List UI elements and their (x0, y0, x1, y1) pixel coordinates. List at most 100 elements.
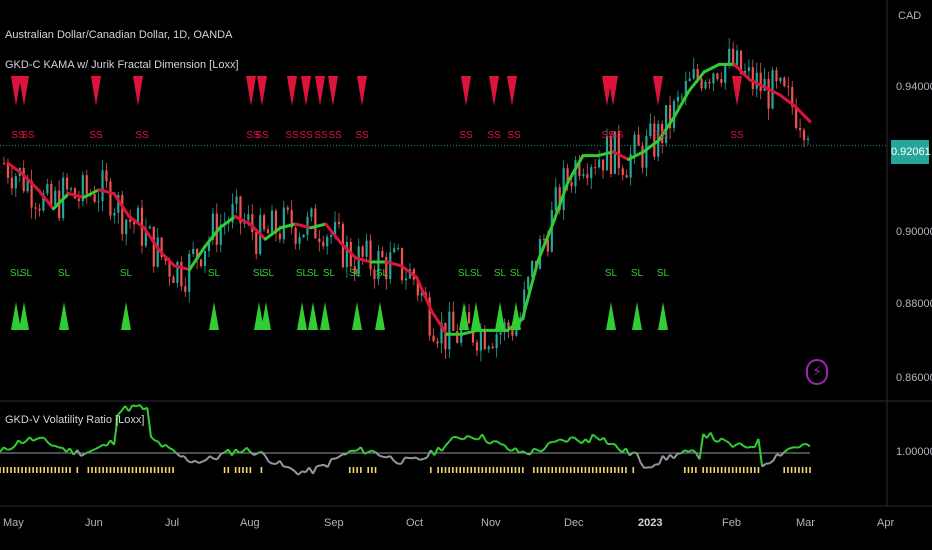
ratio-segment (772, 453, 778, 462)
ratio-segment (334, 456, 340, 460)
ratio-segment (3, 446, 8, 451)
ratio-segment (691, 449, 697, 454)
lightning-icon[interactable]: ⚡ (806, 359, 828, 385)
candle-body (456, 331, 459, 343)
kama-segment (157, 249, 176, 268)
candle-body (625, 175, 628, 178)
short-signal-marker (489, 76, 499, 106)
candle-body (219, 224, 222, 245)
volatility-dot (713, 467, 716, 473)
kama-segment (21, 173, 40, 192)
ratio-segment (202, 459, 207, 463)
short-signal-marker (315, 76, 325, 106)
volatility-dot (227, 467, 230, 473)
volatility-dot (588, 467, 590, 473)
volatility-dot (717, 467, 719, 473)
short-signal-label: SS (653, 130, 667, 141)
ratio-segment (747, 445, 752, 449)
volatility-dot (555, 467, 557, 473)
ratio-segment (588, 433, 594, 444)
candle-body (767, 78, 770, 109)
candle-body (724, 63, 727, 83)
short-signal-marker (133, 76, 143, 106)
kama-segment (702, 62, 721, 74)
kama-line (6, 62, 812, 336)
time-label-2023: 2023 (638, 517, 663, 529)
candle-body (779, 77, 782, 82)
ratio-segment (485, 440, 491, 445)
volatility-dot (10, 467, 12, 473)
candle-body (562, 168, 565, 210)
long-signal-label: SL (510, 268, 523, 279)
ratio-segment (489, 440, 494, 445)
kama-segment (399, 264, 419, 279)
volatility-dot (463, 467, 465, 473)
volatility-dot (102, 467, 104, 473)
volatility-dot (499, 467, 502, 473)
volatility-dot (477, 467, 480, 473)
volatility-dot (109, 467, 112, 473)
ratio-segment (577, 439, 583, 445)
short-signal-marker (257, 76, 267, 106)
short-signal-label: SS (255, 130, 269, 141)
long-signal-label: SL (494, 268, 507, 279)
indicator-title-main[interactable]: GKD-C KAMA w/ Jurik Fractal Dimension [L… (5, 59, 239, 71)
volatility-dot (577, 467, 579, 473)
candle-body (160, 237, 163, 257)
candle-body (125, 219, 128, 235)
kama-segment (642, 138, 661, 154)
ratio-segment (507, 448, 513, 452)
ratio-segment (146, 407, 152, 438)
kama-segment (551, 180, 570, 226)
candle-body (176, 261, 179, 284)
ratio-segment (805, 443, 811, 448)
volatility-dot (787, 467, 789, 473)
candle-body (546, 239, 549, 252)
volatility-dot (503, 467, 506, 473)
ratio-segment (132, 404, 137, 408)
currency-label: CAD (898, 10, 922, 22)
candle-body (377, 250, 380, 280)
volatility-dot (128, 467, 130, 473)
time-label-apr: Apr (877, 517, 895, 529)
candle-body (680, 96, 683, 98)
candle-body (322, 241, 325, 247)
volatility-dot (724, 467, 727, 473)
candle-body (676, 96, 680, 102)
indicator-title-sub[interactable]: GKD-V Volatility Ratio [Loxx] (5, 414, 145, 426)
candle-body (188, 253, 191, 292)
ratio-segment (297, 470, 303, 476)
candle-body (373, 269, 376, 280)
symbol-title[interactable]: Australian Dollar/Canadian Dollar, 1D, O… (5, 29, 233, 41)
ratio-segment (290, 467, 296, 472)
price-tick-3: 0.90000 (896, 226, 932, 238)
ratio-segment (91, 447, 97, 452)
ratio-segment (791, 446, 796, 449)
candle-body (290, 210, 293, 228)
candle-body (34, 207, 37, 209)
candle-body (85, 175, 88, 195)
long-signal-label: SL (470, 268, 483, 279)
candle-body (263, 215, 266, 230)
kama-segment (339, 241, 358, 260)
short-signal-marker (301, 76, 311, 106)
volatility-dot (61, 467, 64, 473)
volatility-dot (632, 467, 635, 473)
candle-body (65, 177, 69, 190)
candle-body (172, 276, 175, 284)
candle-body (491, 346, 494, 349)
ratio-segment (345, 450, 351, 456)
candle-body (735, 50, 739, 66)
volatility-dot (352, 467, 355, 473)
volatility-dot (514, 467, 517, 473)
ratio-segment (253, 452, 259, 457)
short-signal-label: SS (89, 130, 103, 141)
price-tick-1: 0.94000 (896, 81, 932, 93)
volatility-dot (798, 467, 800, 473)
volatility-dot (47, 467, 49, 473)
kama-segment (36, 188, 55, 211)
volatility-dot (510, 467, 513, 473)
candle-body (286, 207, 289, 211)
